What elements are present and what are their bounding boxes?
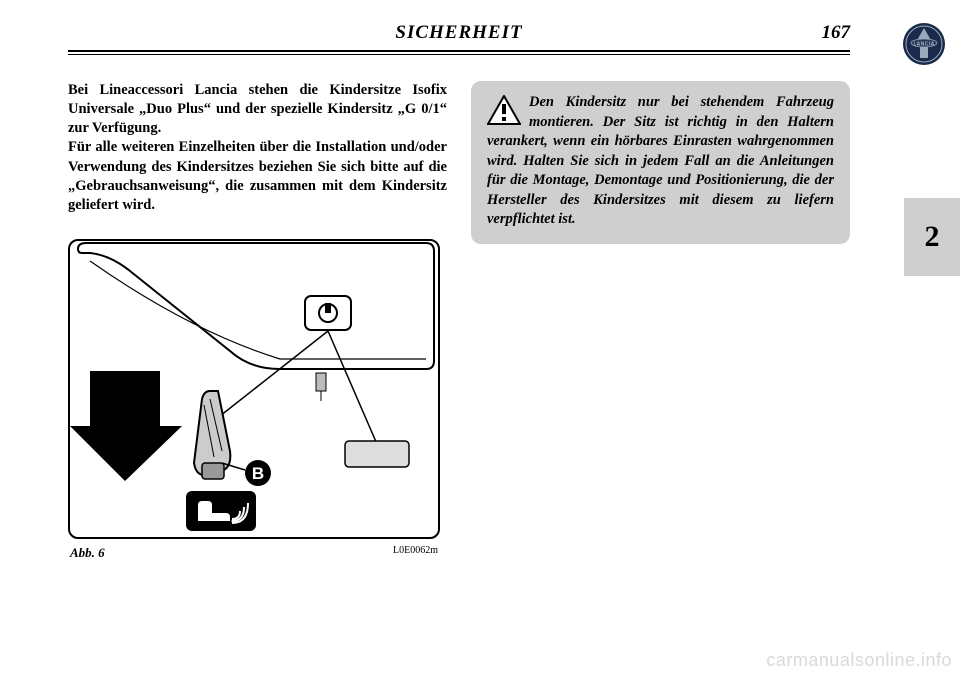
svg-text:B: B [252, 464, 264, 483]
figure-caption-row: Abb. 6 L0E0062m [68, 545, 440, 561]
intro-paragraph: Bei Lineaccessori Lancia stehen die Kind… [68, 81, 447, 215]
section-number: 2 [925, 220, 940, 254]
warning-text: Den Kindersitz nur bei stehendem Fahrzeu… [487, 94, 834, 227]
figure-ref: L0E0062m [393, 545, 438, 561]
page-header: SICHERHEIT 167 [68, 22, 850, 48]
warning-box: Den Kindersitz nur bei stehendem Fahrzeu… [471, 81, 850, 244]
figure-svg: B [70, 241, 440, 539]
section-tab: 2 [904, 198, 960, 276]
seat-anchor-figure: B [68, 239, 440, 539]
right-column: Den Kindersitz nur bei stehendem Fahrzeu… [471, 81, 850, 561]
header-section-title: SICHERHEIT [329, 22, 590, 44]
header-rule-thick [68, 50, 850, 52]
watermark: carmanualsonline.info [766, 650, 952, 671]
warning-icon [487, 95, 521, 125]
figure-block: B [68, 239, 440, 561]
content-columns: Bei Lineaccessori Lancia stehen die Kind… [68, 81, 850, 561]
svg-text:LANCIA: LANCIA [913, 42, 934, 48]
header-page-number: 167 [589, 22, 850, 44]
manual-page: SICHERHEIT 167 Bei Lineaccessori Lancia … [0, 0, 890, 677]
left-column: Bei Lineaccessori Lancia stehen die Kind… [68, 81, 447, 561]
header-rule-thin [68, 54, 850, 55]
lancia-logo-icon: LANCIA [902, 22, 946, 66]
figure-caption: Abb. 6 [70, 545, 105, 561]
